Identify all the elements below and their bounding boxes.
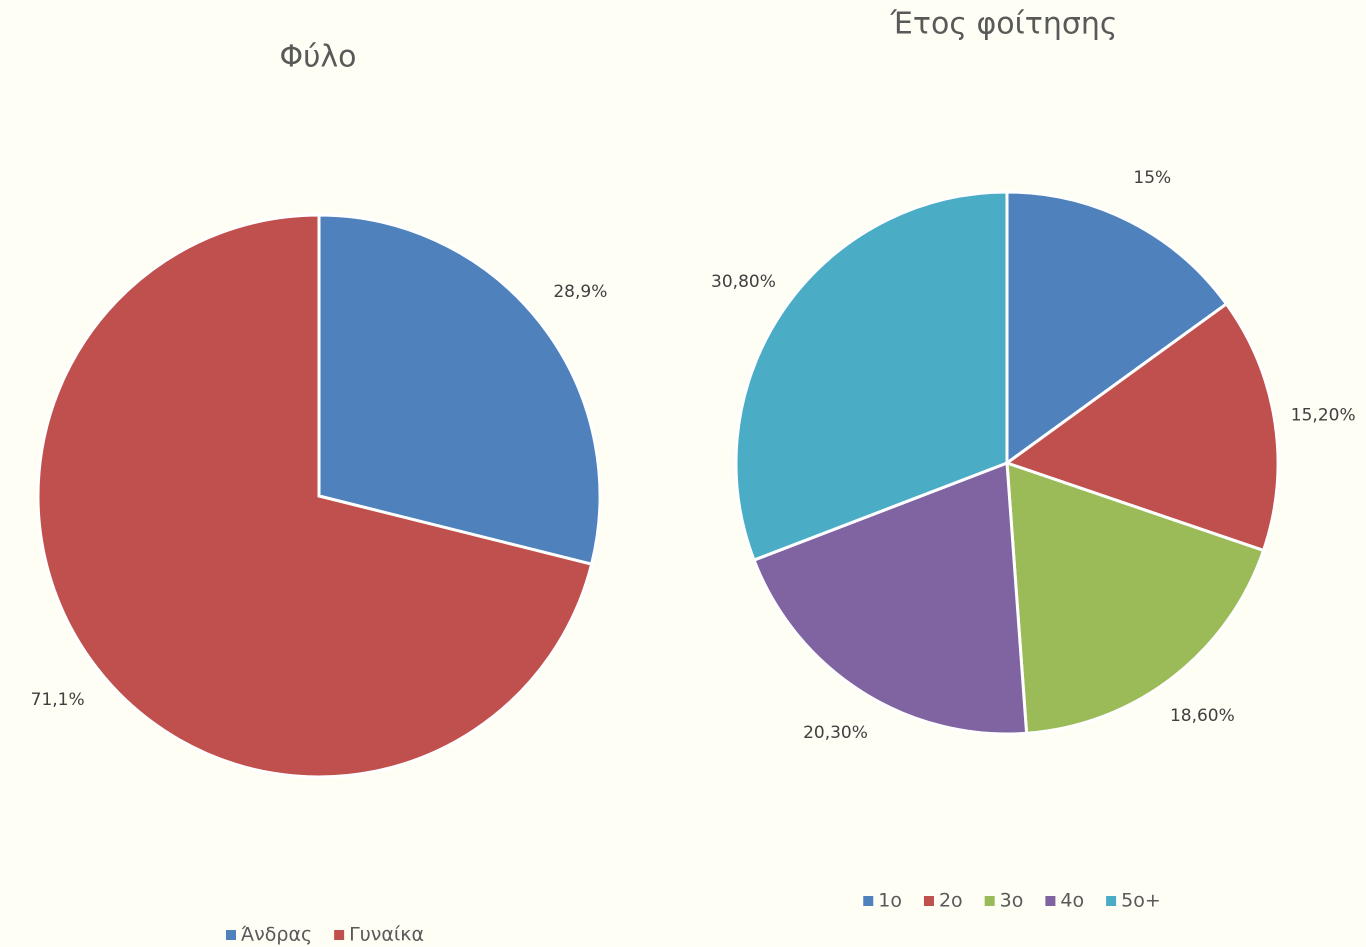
chart-title: Έτος φοίτησης	[890, 7, 1118, 42]
legend-swatch	[923, 896, 934, 906]
legend-swatch	[863, 896, 874, 906]
pie-slice	[734, 190, 1009, 563]
legend-swatch	[334, 930, 345, 940]
legend-label: 3ο	[1000, 890, 1024, 912]
legend-label: 4ο	[1060, 890, 1084, 912]
data-label: 15,20%	[1291, 405, 1356, 425]
legend-label: 2ο	[939, 890, 963, 912]
data-label: 18,60%	[1170, 706, 1235, 726]
legend: Άνδρας Γυναίκα	[225, 924, 424, 946]
pie-chart: Έτος φοίτησης 15% 15,20% 18,60% 20,30% 30,80%…	[711, 7, 1356, 912]
legend-swatch	[225, 930, 236, 940]
pie-slice	[1005, 190, 1229, 466]
legend-label: Γυναίκα	[349, 924, 424, 946]
legend: 1ο 2ο 3ο 4ο 5ο+	[863, 890, 1161, 912]
pie-slice	[36, 213, 594, 779]
data-label: 30,80%	[711, 272, 776, 292]
legend-swatch	[984, 896, 995, 906]
legend-label: 5ο+	[1121, 890, 1161, 912]
pie-slice	[317, 213, 602, 566]
data-label: 71,1%	[31, 690, 85, 710]
data-label: 20,30%	[803, 723, 868, 743]
legend-label: 1ο	[878, 890, 902, 912]
pie-slice	[1003, 301, 1280, 553]
legend-swatch	[1106, 896, 1117, 906]
pie-chart: Φύλο 28,9% 71,1% Άνδρας Γυναίκα	[31, 40, 608, 946]
chart-title: Φύλο	[279, 40, 356, 75]
legend-label: Άνδρας	[241, 924, 312, 946]
pie-slice	[1005, 460, 1266, 735]
legend-swatch	[1045, 896, 1056, 906]
data-label: 15%	[1133, 168, 1171, 188]
data-label: 28,9%	[553, 282, 607, 302]
pie-slice	[752, 460, 1029, 736]
